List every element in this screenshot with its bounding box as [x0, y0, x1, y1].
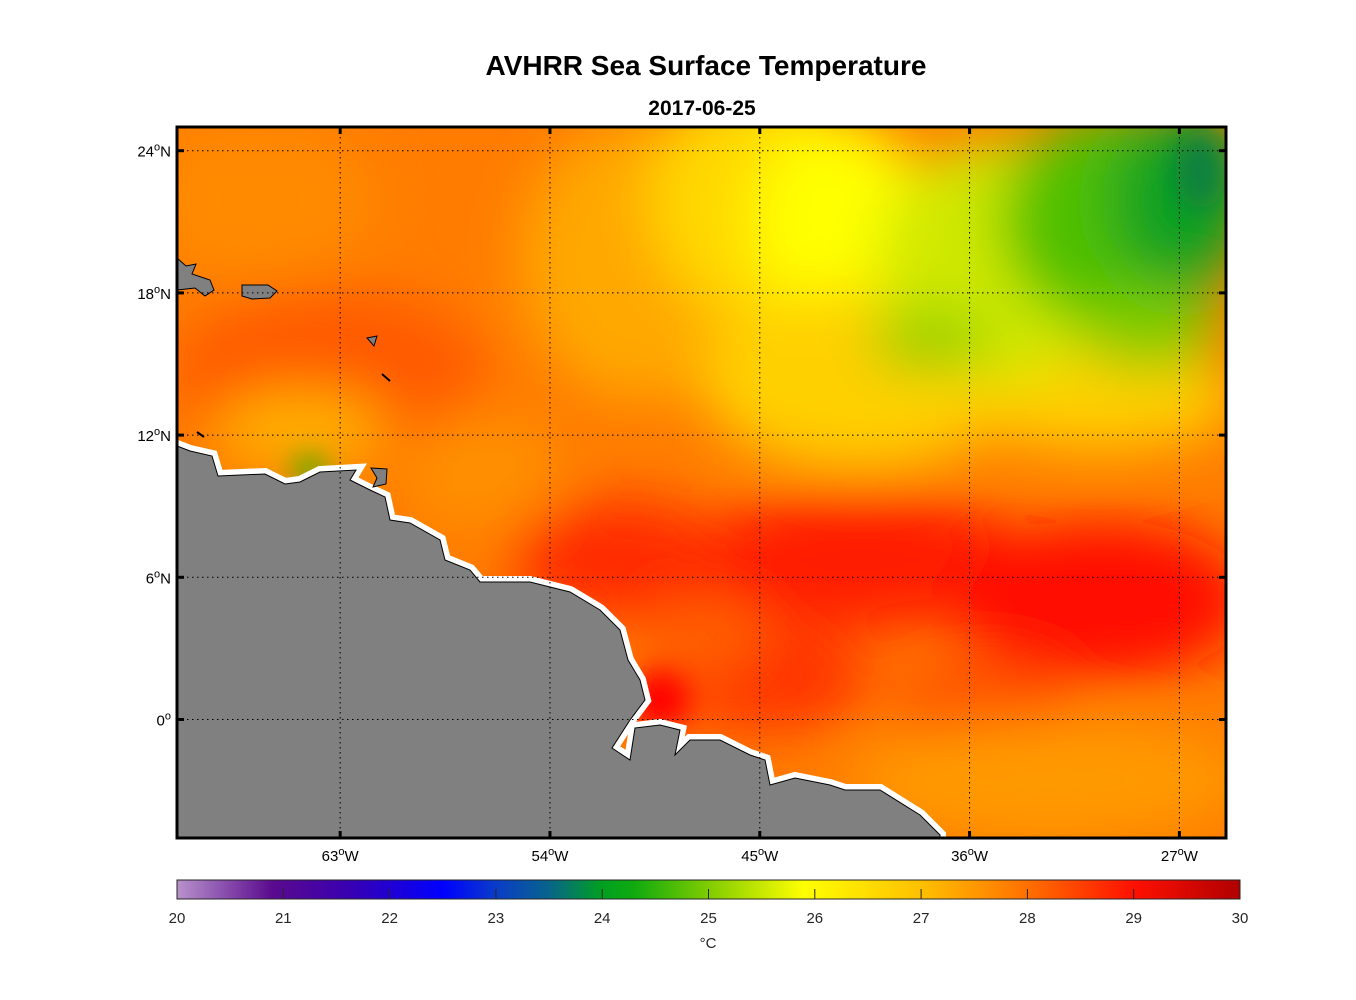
colorbar-tick-label: 20	[169, 910, 186, 927]
colorbar-tick-label: 25	[700, 910, 717, 927]
x-tick-label: 54oW	[531, 846, 569, 865]
islands	[177, 257, 391, 488]
figure-title: AVHRR Sea Surface Temperature	[486, 50, 927, 81]
colorbar-tick-label: 26	[806, 910, 823, 927]
y-tick-label: 0o	[157, 711, 171, 730]
colorbar-ticks: 20 21 22 23 24 25 26 27 28 29 30	[169, 889, 1249, 927]
colorbar-tick-label: 28	[1019, 910, 1036, 927]
y-tick-label: 18oN	[137, 284, 171, 303]
colorbar-tick-label: 29	[1125, 910, 1142, 927]
land-south-america	[177, 439, 946, 838]
colorbar-tick-label: 30	[1232, 910, 1249, 927]
x-tick-label: 45oW	[741, 846, 779, 865]
y-tick-label: 24oN	[137, 142, 171, 161]
y-tick-label: 12oN	[137, 426, 171, 445]
colorbar-label: °C	[700, 935, 717, 952]
x-tick-label: 36oW	[951, 846, 989, 865]
colorbar-tick-label: 22	[381, 910, 398, 927]
x-tick-label: 63oW	[322, 846, 360, 865]
colorbar-tick-label: 23	[488, 910, 505, 927]
colorbar-tick-label: 21	[275, 910, 292, 927]
graticule	[177, 127, 1226, 838]
colorbar-tick-label: 24	[594, 910, 611, 927]
map-frame	[175, 125, 1228, 840]
y-tick-label: 6oN	[146, 568, 171, 587]
axis-ticks: 63oW 54oW 45oW 36oW 27oW 24oN 18oN 12oN 6oN 0o	[137, 127, 1226, 865]
x-tick-label: 27oW	[1161, 846, 1199, 865]
colorbar-tick-label: 27	[913, 910, 930, 927]
sst-field	[177, 127, 1226, 838]
figure-subtitle: 2017-06-25	[648, 97, 756, 120]
